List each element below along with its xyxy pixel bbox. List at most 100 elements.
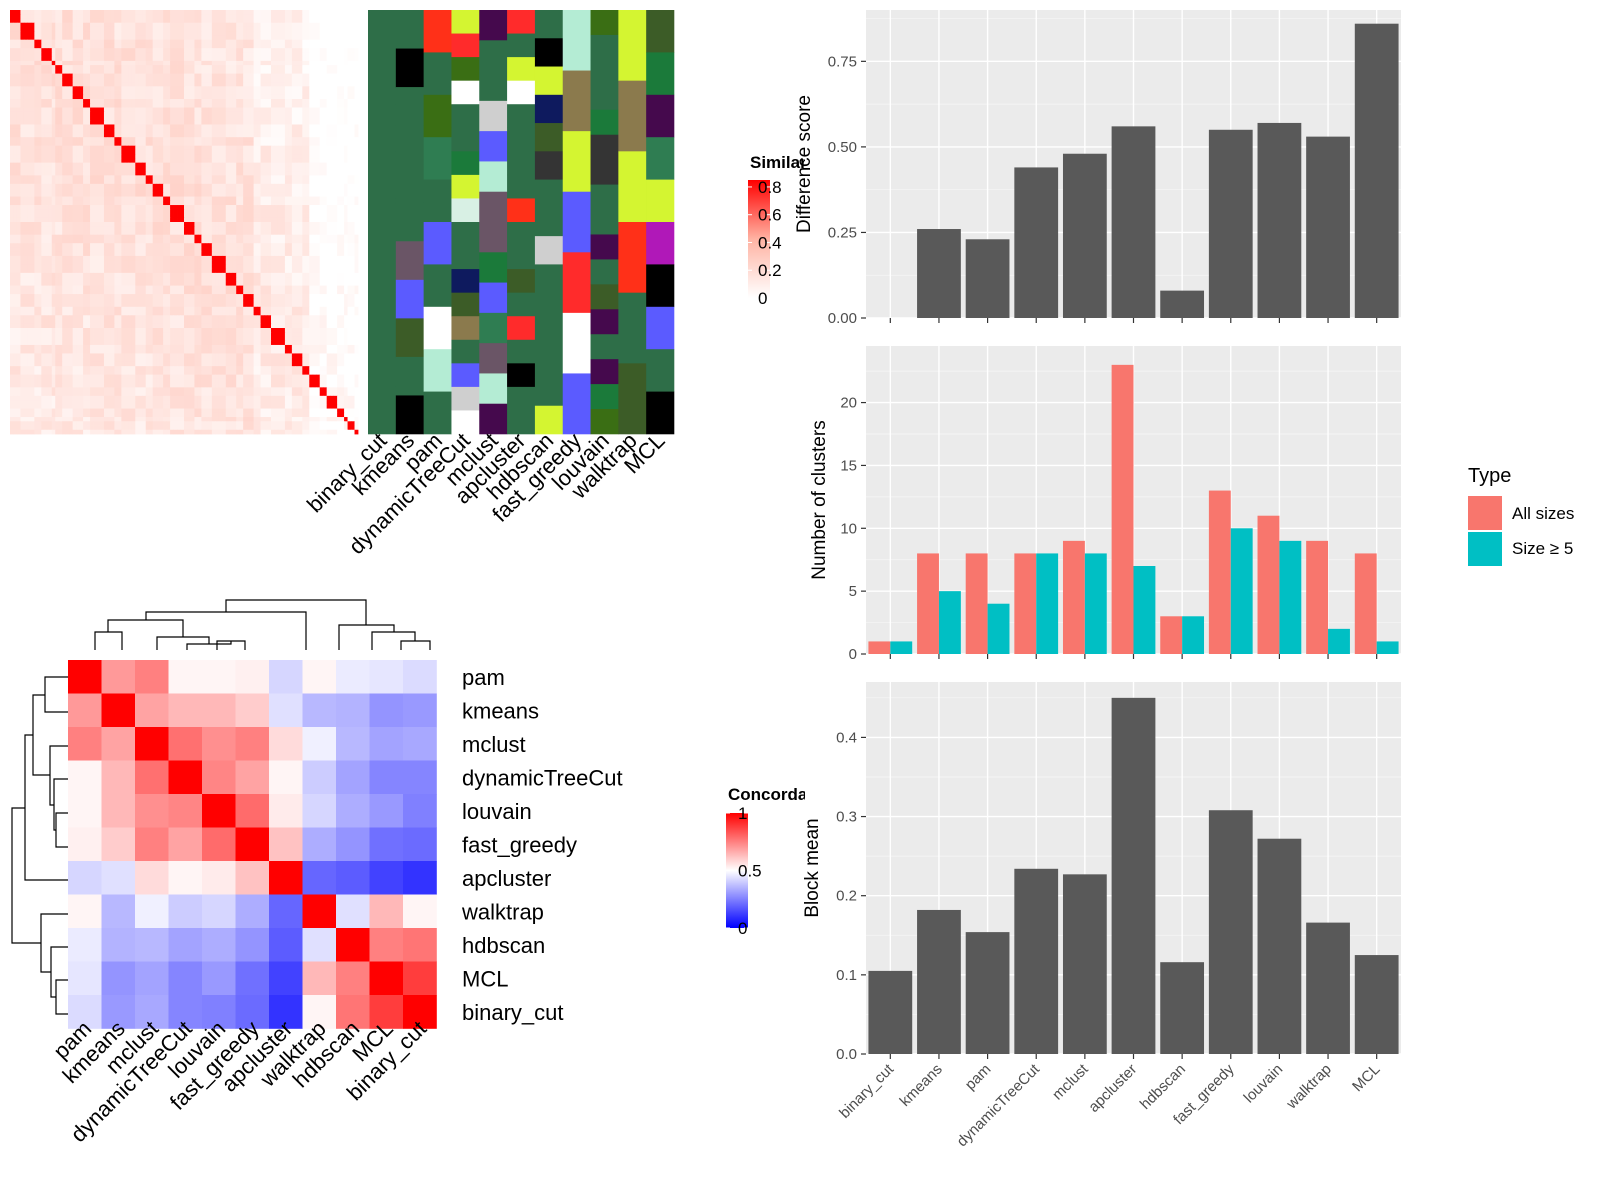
similarity-cell — [298, 107, 303, 113]
similarity-cell — [13, 39, 18, 45]
similarity-cell — [51, 43, 56, 49]
similarity-cell — [41, 166, 46, 172]
similarity-cell — [323, 86, 328, 91]
similarity-cell — [337, 77, 341, 83]
similarity-cell — [76, 217, 80, 223]
similarity-cell — [302, 149, 307, 155]
similarity-cell — [184, 145, 188, 151]
similarity-cell — [319, 149, 324, 155]
similarity-cell — [312, 94, 317, 100]
similarity-cell — [90, 82, 94, 87]
similarity-cell — [110, 116, 115, 121]
similarity-cell — [93, 86, 98, 91]
similarity-cell — [103, 171, 108, 176]
similarity-cell — [236, 196, 241, 202]
similarity-cell — [194, 124, 199, 130]
similarity-cell — [218, 209, 223, 214]
similarity-cell — [69, 124, 74, 130]
similarity-cell — [114, 52, 119, 58]
similarity-cell — [190, 179, 195, 185]
similarity-cell — [100, 188, 105, 193]
similarity-cell — [23, 209, 28, 214]
similarity-cell — [55, 141, 60, 147]
similarity-cell — [58, 69, 63, 74]
similarity-cell — [156, 205, 161, 210]
similarity-cell — [37, 90, 42, 96]
similarity-cell — [298, 132, 303, 138]
similarity-cell — [10, 86, 14, 91]
similarity-cell — [117, 77, 122, 83]
similarity-cell — [291, 31, 296, 36]
similarity-cell — [51, 217, 56, 223]
similarity-cell — [201, 43, 206, 49]
similarity-cell — [27, 65, 32, 70]
similarity-cell — [194, 65, 199, 70]
similarity-cell — [340, 35, 345, 41]
similarity-cell — [86, 73, 91, 79]
similarity-cell — [100, 65, 105, 70]
similarity-cell — [128, 149, 133, 155]
similarity-cell — [90, 52, 94, 58]
similarity-cell — [10, 82, 14, 87]
similarity-cell — [281, 192, 286, 197]
similarity-cell — [20, 77, 25, 83]
similarity-cell — [215, 52, 220, 58]
similarity-cell — [354, 213, 359, 219]
similarity-cell — [267, 217, 272, 223]
similarity-cell — [239, 90, 244, 96]
similarity-cell — [284, 22, 289, 28]
similarity-cell — [163, 35, 167, 41]
similarity-cell — [351, 200, 355, 206]
similarity-cell — [333, 82, 338, 87]
similarity-cell — [83, 60, 87, 66]
similarity-cell — [107, 22, 112, 28]
similarity-cell — [218, 56, 223, 62]
similarity-cell — [76, 128, 80, 134]
similarity-cell — [295, 137, 300, 142]
similarity-cell — [347, 137, 352, 142]
similarity-cell — [100, 141, 105, 147]
similarity-cell — [76, 14, 80, 19]
similarity-cell — [323, 56, 328, 62]
similarity-cell — [37, 196, 42, 202]
similarity-cell — [354, 171, 359, 176]
similarity-cell — [159, 116, 164, 121]
similarity-cell — [218, 48, 223, 53]
similarity-cell — [218, 86, 223, 91]
similarity-cell — [65, 10, 70, 15]
similarity-cell — [197, 120, 202, 125]
similarity-cell — [351, 86, 355, 91]
similarity-cell — [93, 10, 98, 15]
similarity-cell — [267, 99, 272, 104]
similarity-cell — [281, 43, 286, 49]
similarity-cell — [170, 86, 174, 91]
similarity-cell — [152, 107, 157, 113]
similarity-cell — [333, 35, 338, 41]
similarity-cell — [72, 22, 77, 28]
similarity-cell — [44, 56, 49, 62]
similarity-cell — [243, 183, 248, 189]
similarity-cell — [62, 99, 67, 104]
similarity-cell — [257, 149, 261, 155]
similarity-cell — [163, 69, 167, 74]
similarity-cell — [323, 213, 328, 219]
similarity-cell — [37, 86, 42, 91]
similarity-cell — [110, 31, 115, 36]
similarity-cell — [246, 149, 251, 155]
similarity-cell — [222, 188, 227, 193]
similarity-cell — [30, 10, 35, 15]
similarity-cell — [204, 103, 209, 108]
similarity-cell — [305, 188, 310, 193]
similarity-cell — [27, 128, 32, 134]
similarity-cell — [288, 56, 293, 62]
similarity-cell — [138, 124, 143, 130]
similarity-cell — [302, 35, 307, 41]
similarity-cell — [187, 120, 192, 125]
similarity-cell — [305, 10, 310, 15]
similarity-cell — [330, 158, 335, 164]
similarity-cell — [316, 145, 321, 151]
similarity-cell — [218, 82, 223, 87]
similarity-cell — [37, 120, 42, 125]
similarity-cell — [204, 99, 209, 104]
similarity-cell — [37, 56, 42, 62]
